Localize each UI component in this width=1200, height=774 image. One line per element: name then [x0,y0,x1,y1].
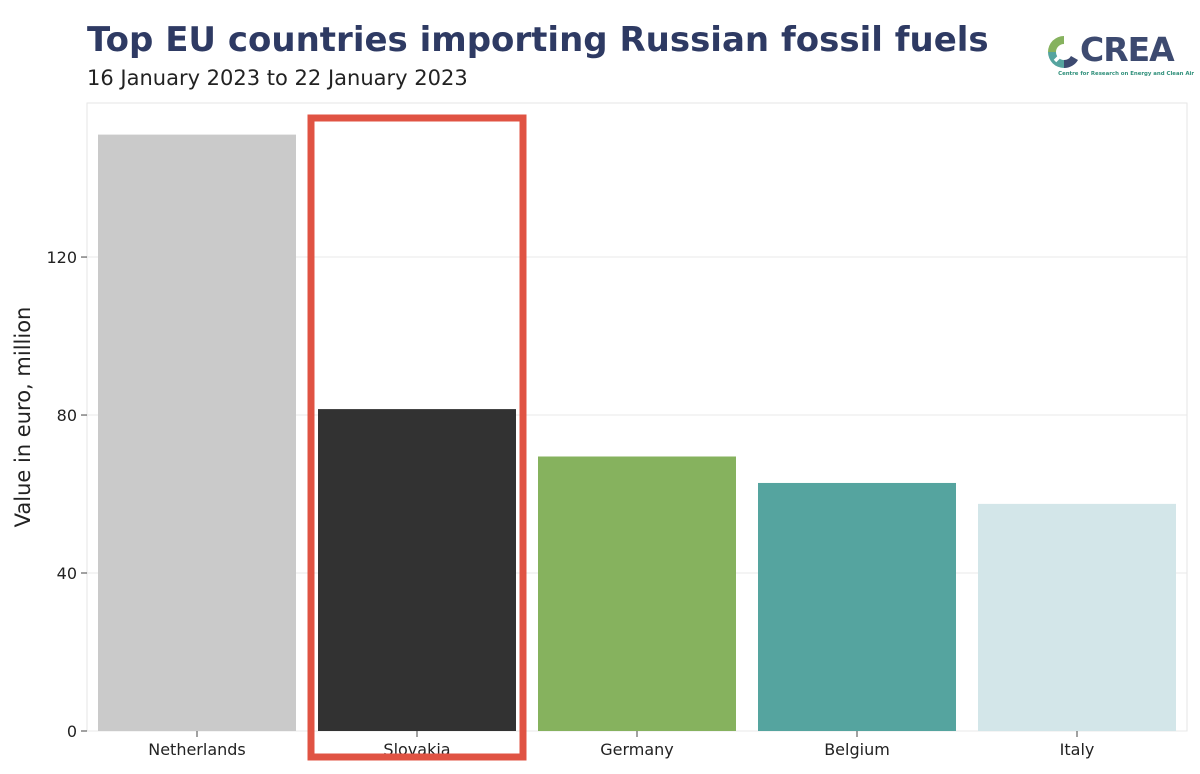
y-tick-label-120: 120 [46,248,77,267]
category-labels: Netherlands Slovakia Germany Belgium Italy [148,740,1094,759]
x-tick-label-netherlands: Netherlands [148,740,246,759]
x-tick-label-belgium: Belgium [824,740,890,759]
x-tick-label-germany: Germany [600,740,674,759]
bars [98,134,1176,732]
chart-subtitle: 16 January 2023 to 22 January 2023 [87,66,468,90]
y-tick-label-80: 80 [57,406,77,425]
y-tick-label-40: 40 [57,564,77,583]
axis-ticks: 0 40 80 120 [46,248,1078,741]
crea-logo: CREA Centre for Research on Energy and C… [1046,30,1194,82]
highlight-rect-slovakia [307,114,527,761]
bar-italy [978,503,1176,731]
highlight-box [307,114,527,761]
bar-germany [538,456,736,731]
x-tick-label-italy: Italy [1060,740,1095,759]
y-axis-title: Value in euro, million [11,307,35,528]
bar-belgium [758,482,956,731]
crea-logo-wordmark: CREA [1080,30,1175,69]
crea-logo-icon [1048,36,1078,69]
bar-netherlands [98,134,296,732]
chart-title: Top EU countries importing Russian fossi… [87,20,989,60]
crea-logo-tagline: Centre for Research on Energy and Clean … [1058,71,1194,77]
y-tick-label-0: 0 [67,722,77,741]
bar-slovakia [318,409,516,731]
